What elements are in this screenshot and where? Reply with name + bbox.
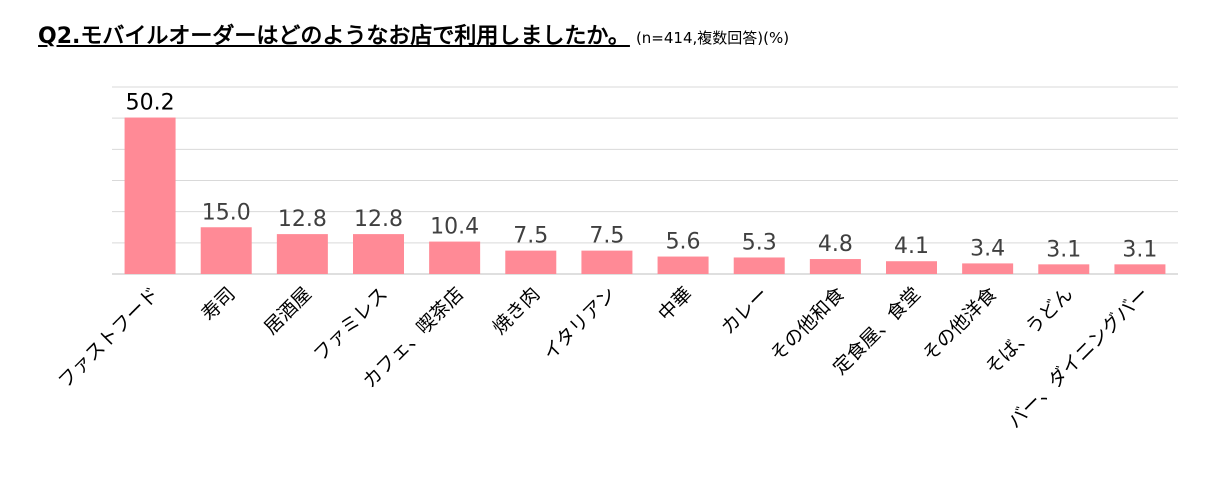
data-label: 50.2: [126, 91, 175, 116]
bar: [353, 234, 404, 274]
category-label: 焼き肉: [488, 283, 544, 339]
bar: [581, 250, 633, 274]
category-label: 寿司: [197, 283, 239, 325]
category-label: その他和食: [766, 283, 849, 366]
bars: [124, 117, 1166, 274]
gridlines: [112, 86, 1178, 275]
data-label: 3.1: [1122, 237, 1157, 262]
data-label: 7.5: [589, 224, 624, 249]
bar: [1038, 264, 1090, 274]
bar: [429, 241, 481, 274]
data-label: 7.5: [513, 224, 548, 249]
category-label: 中華: [654, 283, 696, 325]
chart-subtitle: (n=414,複数回答)(%): [635, 29, 790, 47]
category-label: ファストフード: [54, 283, 164, 393]
data-label: 12.8: [278, 207, 327, 232]
data-label: 5.3: [742, 230, 777, 255]
bar: [200, 227, 252, 274]
data-label: 12.8: [354, 207, 403, 232]
data-label: 3.4: [970, 236, 1005, 261]
title-row: Q2.モバイルオーダーはどのようなお店で利用しましたか。 (n=414,複数回答)…: [38, 18, 789, 50]
bar: [276, 234, 328, 274]
bar: [886, 261, 937, 274]
bar: [657, 256, 709, 274]
category-label: 居酒屋: [260, 283, 316, 339]
category-label: ファミレス: [309, 283, 392, 366]
bar: [1114, 264, 1166, 274]
bar: [124, 117, 176, 274]
category-label: カレー: [717, 283, 773, 339]
bar: [505, 250, 557, 274]
data-label: 15.0: [202, 200, 251, 225]
value-labels: 50.2 15.0 12.8 12.8 10.4 7.5 7.5 5.6 5.3 4.8 4.1 3.…: [126, 91, 1158, 263]
data-label: 3.1: [1046, 237, 1081, 262]
data-label: 4.1: [894, 234, 929, 259]
category-label: バー、ダイニングバー: [1004, 283, 1154, 433]
bar: [962, 263, 1014, 274]
category-label: イタリアン: [539, 283, 621, 365]
data-label: 5.6: [666, 230, 701, 255]
bar: [809, 259, 861, 274]
category-label: その他洋食: [918, 283, 1001, 366]
data-label: 4.8: [818, 232, 853, 257]
data-label: 10.4: [430, 215, 479, 240]
bar: [733, 257, 785, 274]
chart-title: Q2.モバイルオーダーはどのようなお店で利用しましたか。: [38, 24, 630, 49]
